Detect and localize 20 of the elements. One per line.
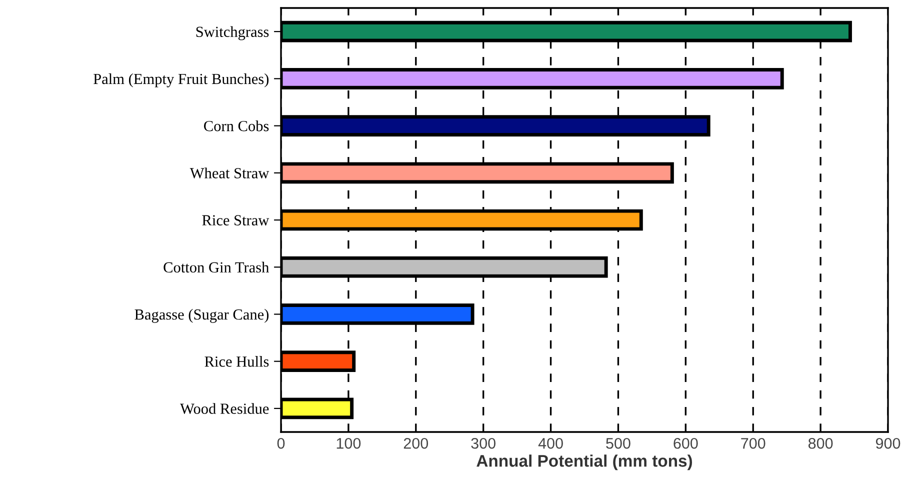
x-tick-label: 900 bbox=[876, 438, 900, 449]
y-tick-label: Rice Straw bbox=[202, 215, 270, 226]
x-tick-label: 200 bbox=[404, 438, 428, 449]
x-tick-label: 800 bbox=[808, 438, 833, 449]
x-axis-title: Annual Potential (mm tons) bbox=[476, 454, 692, 470]
y-tick-label: Wood Residue bbox=[180, 403, 269, 414]
y-tick-label: Corn Cobs bbox=[204, 120, 269, 132]
y-tick-label: Palm (Empty Fruit Bunches) bbox=[94, 73, 269, 88]
x-tick-label: 300 bbox=[471, 438, 496, 449]
x-tick-label: 600 bbox=[674, 438, 698, 449]
y-tick-label: Rice Hulls bbox=[204, 356, 269, 367]
x-tick-label: 0 bbox=[277, 438, 285, 449]
y-tick-label: Bagasse (Sugar Cane) bbox=[134, 308, 269, 323]
x-tick-label: 100 bbox=[336, 438, 361, 449]
y-tick-label: Wheat Straw bbox=[190, 168, 270, 178]
y-tick-label: Switchgrass bbox=[196, 26, 269, 40]
x-tick-label: 700 bbox=[741, 438, 766, 449]
x-tick-label: 400 bbox=[538, 438, 563, 449]
y-tick-label: Cotton Gin Trash bbox=[164, 262, 269, 273]
x-tick-label: 500 bbox=[606, 438, 630, 449]
